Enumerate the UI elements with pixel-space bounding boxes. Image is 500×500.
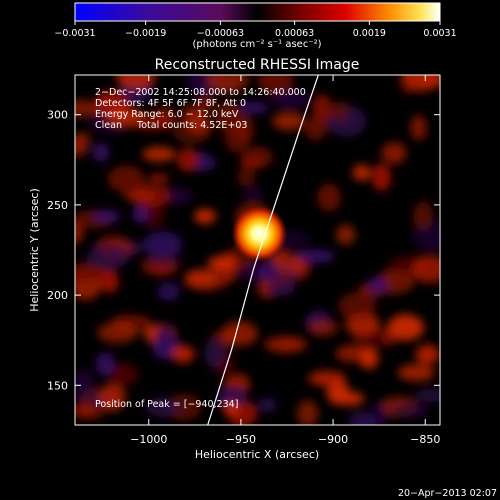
- colorbar-tick-label: 0.0031: [423, 28, 456, 39]
- x-axis-label: Heliocentric X (arcsec): [195, 448, 319, 461]
- x-tick-label: −850: [410, 433, 440, 446]
- y-axis-label: Heliocentric Y (arcsec): [28, 188, 41, 312]
- x-axis-ticks: −1000 −950 −900 −850: [130, 75, 440, 446]
- colorbar-tick-label: −0.00063: [197, 28, 244, 39]
- annotation-clean-counts: Clean Total counts: 4.52E+03: [95, 120, 247, 131]
- colorbar-tick-label: 0.00063: [275, 28, 314, 39]
- colorbar-tick-label: −0.0019: [125, 28, 166, 39]
- annotation-time-range: 2−Dec−2002 14:25:08.000 to 14:26:40.000: [95, 87, 306, 98]
- y-tick-label: 200: [47, 289, 68, 302]
- footer-timestamp: 20−Apr−2013 02:07: [398, 488, 497, 499]
- solar-limb-arc: [207, 75, 319, 425]
- y-tick-label: 300: [47, 109, 68, 122]
- colorbar-ticks: −0.0031 −0.0019 −0.00063 0.00063 0.0019 0.003…: [54, 21, 457, 39]
- peak-position-label: Position of Peak = [−940,234]: [95, 399, 238, 410]
- y-tick-label: 250: [47, 199, 68, 212]
- x-tick-label: −950: [226, 433, 256, 446]
- colorbar-unit-label: (photons cm⁻² s⁻¹ asec⁻²): [192, 39, 321, 50]
- y-axis-ticks: 150 200 250 300: [47, 109, 440, 392]
- annotation-detectors: Detectors: 4F 5F 6F 7F 8F, Att 0: [95, 98, 246, 109]
- x-tick-label: −1000: [130, 433, 167, 446]
- peak-source: [231, 205, 288, 262]
- colorbar-tick-label: −0.0031: [54, 28, 95, 39]
- colorbar: [74, 2, 441, 22]
- chart-title: Reconstructed RHESSI Image: [155, 57, 360, 73]
- colorbar-tick-label: 0.0019: [353, 28, 386, 39]
- annotation-energy-range: Energy Range: 6.0 − 12.0 keV: [95, 109, 239, 120]
- y-tick-label: 150: [47, 379, 68, 392]
- x-tick-label: −900: [318, 433, 348, 446]
- heatmap-image: [75, 75, 440, 425]
- plot-frame: [74, 74, 441, 426]
